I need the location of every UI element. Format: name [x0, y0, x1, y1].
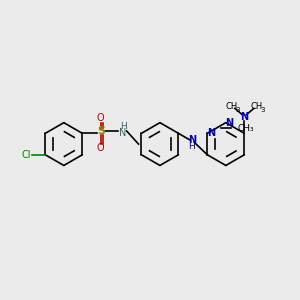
Text: N: N [225, 118, 233, 128]
Text: CH₃: CH₃ [237, 124, 254, 133]
Text: N: N [240, 112, 248, 122]
Text: 3: 3 [260, 107, 264, 113]
Text: CH: CH [251, 102, 263, 111]
Text: H: H [188, 142, 195, 151]
Text: O: O [97, 142, 105, 153]
Text: 3: 3 [235, 107, 239, 113]
Text: Cl: Cl [22, 150, 31, 160]
Text: N: N [119, 128, 127, 138]
Text: N: N [188, 135, 196, 145]
Text: N: N [207, 128, 215, 138]
Text: H: H [120, 122, 126, 131]
Text: CH: CH [226, 102, 238, 111]
Text: S: S [97, 126, 105, 136]
Text: O: O [97, 113, 105, 123]
